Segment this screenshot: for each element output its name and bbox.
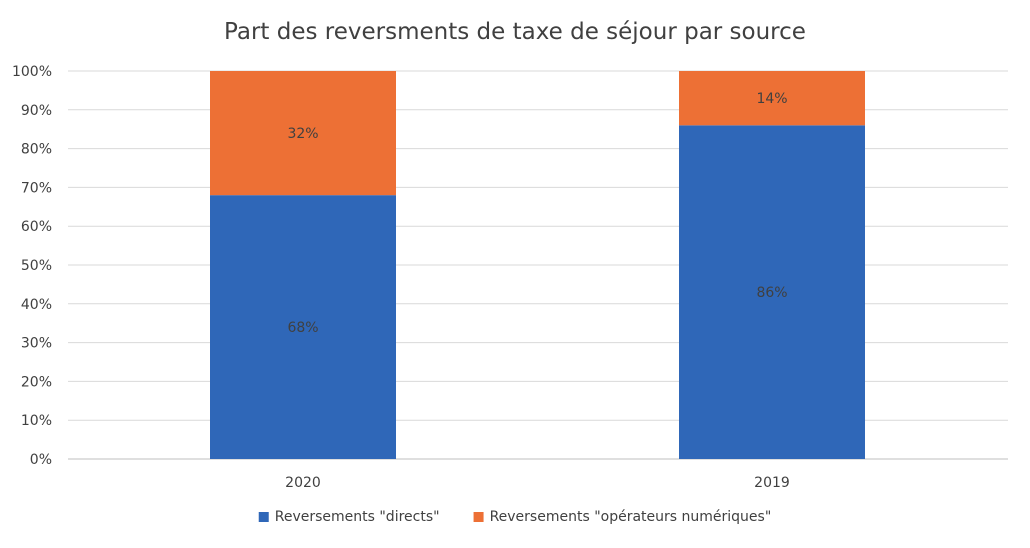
x-tick-label: 2020 xyxy=(285,475,321,491)
bar-segment xyxy=(210,71,396,196)
bar-segment xyxy=(679,125,865,459)
y-tick-label: 80% xyxy=(21,142,52,158)
legend-label: Reversements "directs" xyxy=(275,509,440,525)
y-tick-label: 70% xyxy=(21,180,52,196)
y-tick-label: 10% xyxy=(21,413,52,429)
y-tick-label: 60% xyxy=(21,219,52,235)
bar-segment xyxy=(210,195,396,459)
legend-item: Reversements "directs" xyxy=(258,509,440,525)
data-label: 32% xyxy=(287,126,318,142)
bars xyxy=(210,71,865,459)
y-tick-label: 90% xyxy=(21,103,52,119)
y-tick-label: 50% xyxy=(21,258,52,274)
y-tick-label: 40% xyxy=(21,297,52,313)
legend-swatch xyxy=(258,512,269,522)
y-tick-label: 30% xyxy=(21,336,52,352)
gridlines xyxy=(68,70,1008,460)
chart-title: Part des reversments de taxe de séjour p… xyxy=(224,19,806,45)
data-label: 86% xyxy=(756,285,787,301)
x-tick-label: 2019 xyxy=(754,475,790,491)
data-labels: 68% 32% 86% 14% xyxy=(287,91,787,336)
data-label: 14% xyxy=(756,91,787,107)
bar-segment xyxy=(679,71,865,126)
legend: Reversements "directs" Reversements "opér… xyxy=(258,509,772,525)
y-tick-label: 100% xyxy=(12,64,52,80)
y-tick-label: 20% xyxy=(21,374,52,390)
data-label: 68% xyxy=(287,320,318,336)
legend-item: Reversements "opérateurs numériques" xyxy=(473,509,772,525)
y-tick-label: 0% xyxy=(30,452,52,468)
x-axis-ticks: 2020 2019 xyxy=(285,475,790,491)
y-axis-ticks: 0% 10% 20% 30% 40% 50% 60% 70% 80% 90% 100% xyxy=(12,64,52,468)
legend-label: Reversements "opérateurs numériques" xyxy=(490,509,772,525)
legend-swatch xyxy=(473,512,484,522)
